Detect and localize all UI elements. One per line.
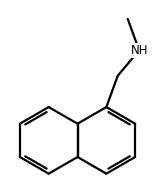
Text: NH: NH — [130, 44, 148, 57]
